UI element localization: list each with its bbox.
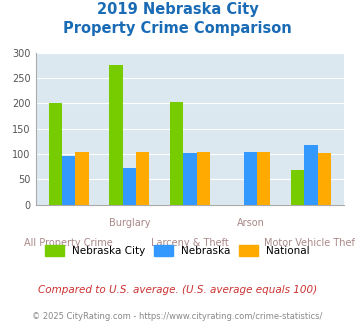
Bar xyxy=(291,170,304,205)
Text: Compared to U.S. average. (U.S. average equals 100): Compared to U.S. average. (U.S. average … xyxy=(38,285,317,295)
Text: © 2025 CityRating.com - https://www.cityrating.com/crime-statistics/: © 2025 CityRating.com - https://www.city… xyxy=(32,312,323,321)
Bar xyxy=(136,152,149,205)
Bar xyxy=(123,168,136,205)
Bar xyxy=(257,152,271,205)
Bar xyxy=(244,152,257,205)
Bar xyxy=(76,152,89,205)
Text: All Property Crime: All Property Crime xyxy=(24,238,113,248)
Text: Larceny & Theft: Larceny & Theft xyxy=(151,238,229,248)
Text: Property Crime Comparison: Property Crime Comparison xyxy=(63,21,292,36)
Bar xyxy=(197,152,210,205)
Text: Motor Vehicle Theft: Motor Vehicle Theft xyxy=(264,238,355,248)
Bar xyxy=(170,102,183,205)
Bar xyxy=(62,155,76,205)
Text: Arson: Arson xyxy=(236,218,264,228)
Bar xyxy=(109,65,123,205)
Bar xyxy=(304,145,318,205)
Text: 2019 Nebraska City: 2019 Nebraska City xyxy=(97,2,258,16)
Legend: Nebraska City, Nebraska, National: Nebraska City, Nebraska, National xyxy=(41,241,314,260)
Text: Burglary: Burglary xyxy=(109,218,150,228)
Bar xyxy=(49,103,62,205)
Bar xyxy=(183,153,197,205)
Bar xyxy=(318,153,331,205)
